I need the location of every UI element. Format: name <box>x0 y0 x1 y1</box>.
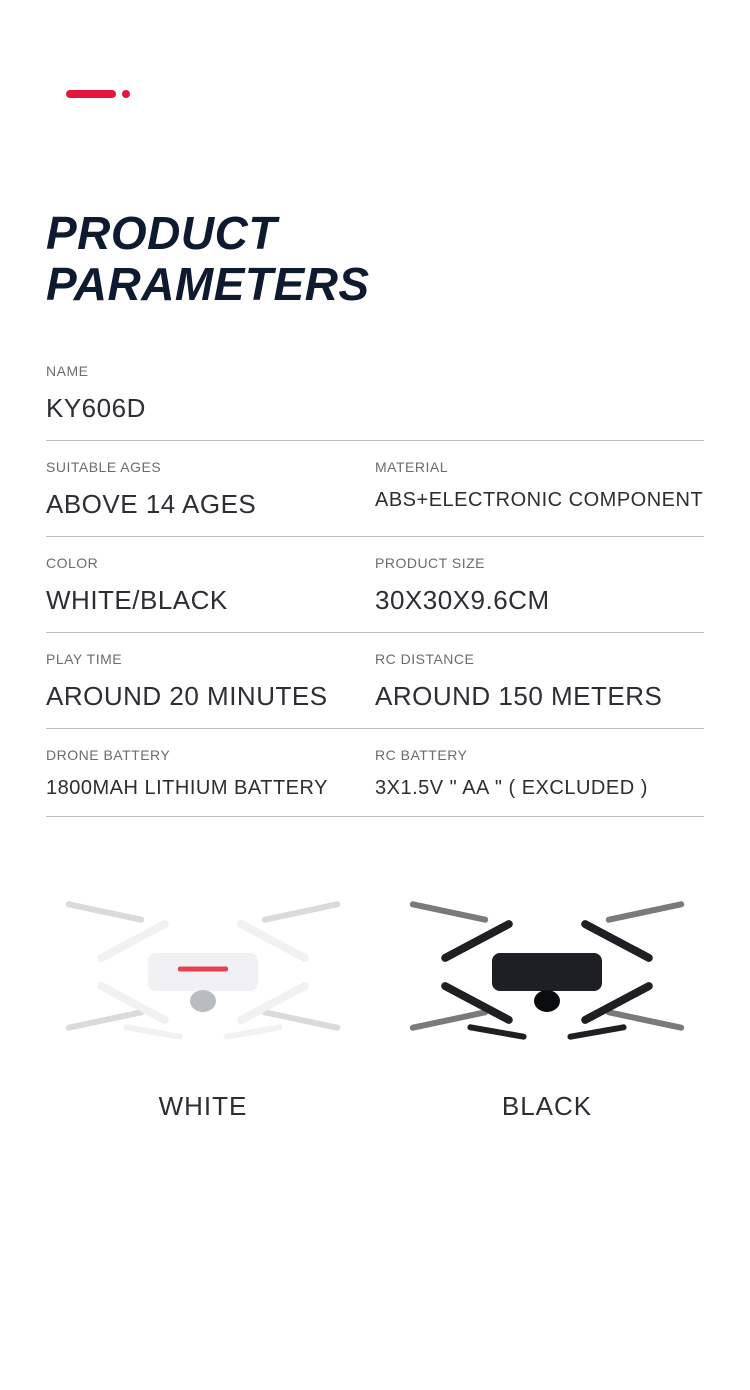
drone-prop <box>65 901 144 924</box>
heading-line-2: PARAMETERS <box>46 258 370 310</box>
page-title: PRODUCT PARAMETERS <box>46 208 704 309</box>
drone-prop <box>605 901 684 924</box>
variant-label: BLACK <box>502 1091 592 1122</box>
spec-label: PRODUCT SIZE <box>375 555 704 571</box>
spec-value: AROUND 150 METERS <box>375 681 704 712</box>
accent-mark <box>66 90 704 98</box>
spec-label: NAME <box>46 363 704 379</box>
accent-bar <box>66 90 116 98</box>
spec-cell-rcbattery: RC BATTERY 3X1.5V " AA " ( EXCLUDED ) <box>375 747 704 800</box>
spec-label: RC BATTERY <box>375 747 704 763</box>
spec-label: SUITABLE AGES <box>46 459 375 475</box>
spec-cell-color: COLOR WHITE/BLACK <box>46 555 375 616</box>
spec-label: COLOR <box>46 555 375 571</box>
accent-dot <box>122 90 130 98</box>
drone-camera <box>190 990 216 1012</box>
spec-cell-material: MATERIAL ABS+ELECTRONIC COMPONENT <box>375 459 704 520</box>
spec-value: WHITE/BLACK <box>46 585 375 616</box>
drone-body <box>492 953 602 991</box>
spec-row-batteries: DRONE BATTERY 1800MAH LITHIUM BATTERY RC… <box>46 729 704 817</box>
drone-image-black <box>392 877 702 1067</box>
spec-label: PLAY TIME <box>46 651 375 667</box>
heading-line-1: PRODUCT <box>46 207 277 259</box>
drone-leg <box>223 1024 283 1040</box>
spec-value: ABS+ELECTRONIC COMPONENT <box>375 489 704 512</box>
spec-cell-ages: SUITABLE AGES ABOVE 14 AGES <box>46 459 375 520</box>
drone-stripe <box>178 967 228 972</box>
spec-row-name: NAME KY606D <box>46 345 704 441</box>
spec-value: 3X1.5V " AA " ( EXCLUDED ) <box>375 777 704 800</box>
spec-cell-playtime: PLAY TIME AROUND 20 MINUTES <box>46 651 375 712</box>
spec-value: KY606D <box>46 393 704 424</box>
spec-label: MATERIAL <box>375 459 704 475</box>
spec-row-color-size: COLOR WHITE/BLACK PRODUCT SIZE 30X30X9.6… <box>46 537 704 633</box>
variant-images-row: WHITE BLACK <box>46 877 704 1122</box>
drone-shape <box>417 897 677 1047</box>
drone-leg <box>467 1024 527 1040</box>
drone-body <box>148 953 258 991</box>
spec-cell-rcdistance: RC DISTANCE AROUND 150 METERS <box>375 651 704 712</box>
spec-label: DRONE BATTERY <box>46 747 375 763</box>
spec-value: AROUND 20 MINUTES <box>46 681 375 712</box>
spec-cell-name: NAME KY606D <box>46 363 704 424</box>
spec-cell-size: PRODUCT SIZE 30X30X9.6CM <box>375 555 704 616</box>
variant-white: WHITE <box>46 877 360 1122</box>
drone-shape <box>73 897 333 1047</box>
drone-prop <box>261 901 340 924</box>
spec-value: 1800MAH LITHIUM BATTERY <box>46 777 375 800</box>
drone-image-white <box>48 877 358 1067</box>
variant-label: WHITE <box>159 1091 248 1122</box>
drone-leg <box>567 1024 627 1040</box>
spec-cell-dronebattery: DRONE BATTERY 1800MAH LITHIUM BATTERY <box>46 747 375 800</box>
variant-black: BLACK <box>390 877 704 1122</box>
spec-value: 30X30X9.6CM <box>375 585 704 616</box>
spec-value: ABOVE 14 AGES <box>46 489 375 520</box>
drone-camera <box>534 990 560 1012</box>
drone-prop <box>409 901 488 924</box>
spec-label: RC DISTANCE <box>375 651 704 667</box>
spec-table: NAME KY606D SUITABLE AGES ABOVE 14 AGES … <box>46 345 704 817</box>
drone-leg <box>123 1024 183 1040</box>
spec-row-ages-material: SUITABLE AGES ABOVE 14 AGES MATERIAL ABS… <box>46 441 704 537</box>
spec-row-playtime-rcdistance: PLAY TIME AROUND 20 MINUTES RC DISTANCE … <box>46 633 704 729</box>
